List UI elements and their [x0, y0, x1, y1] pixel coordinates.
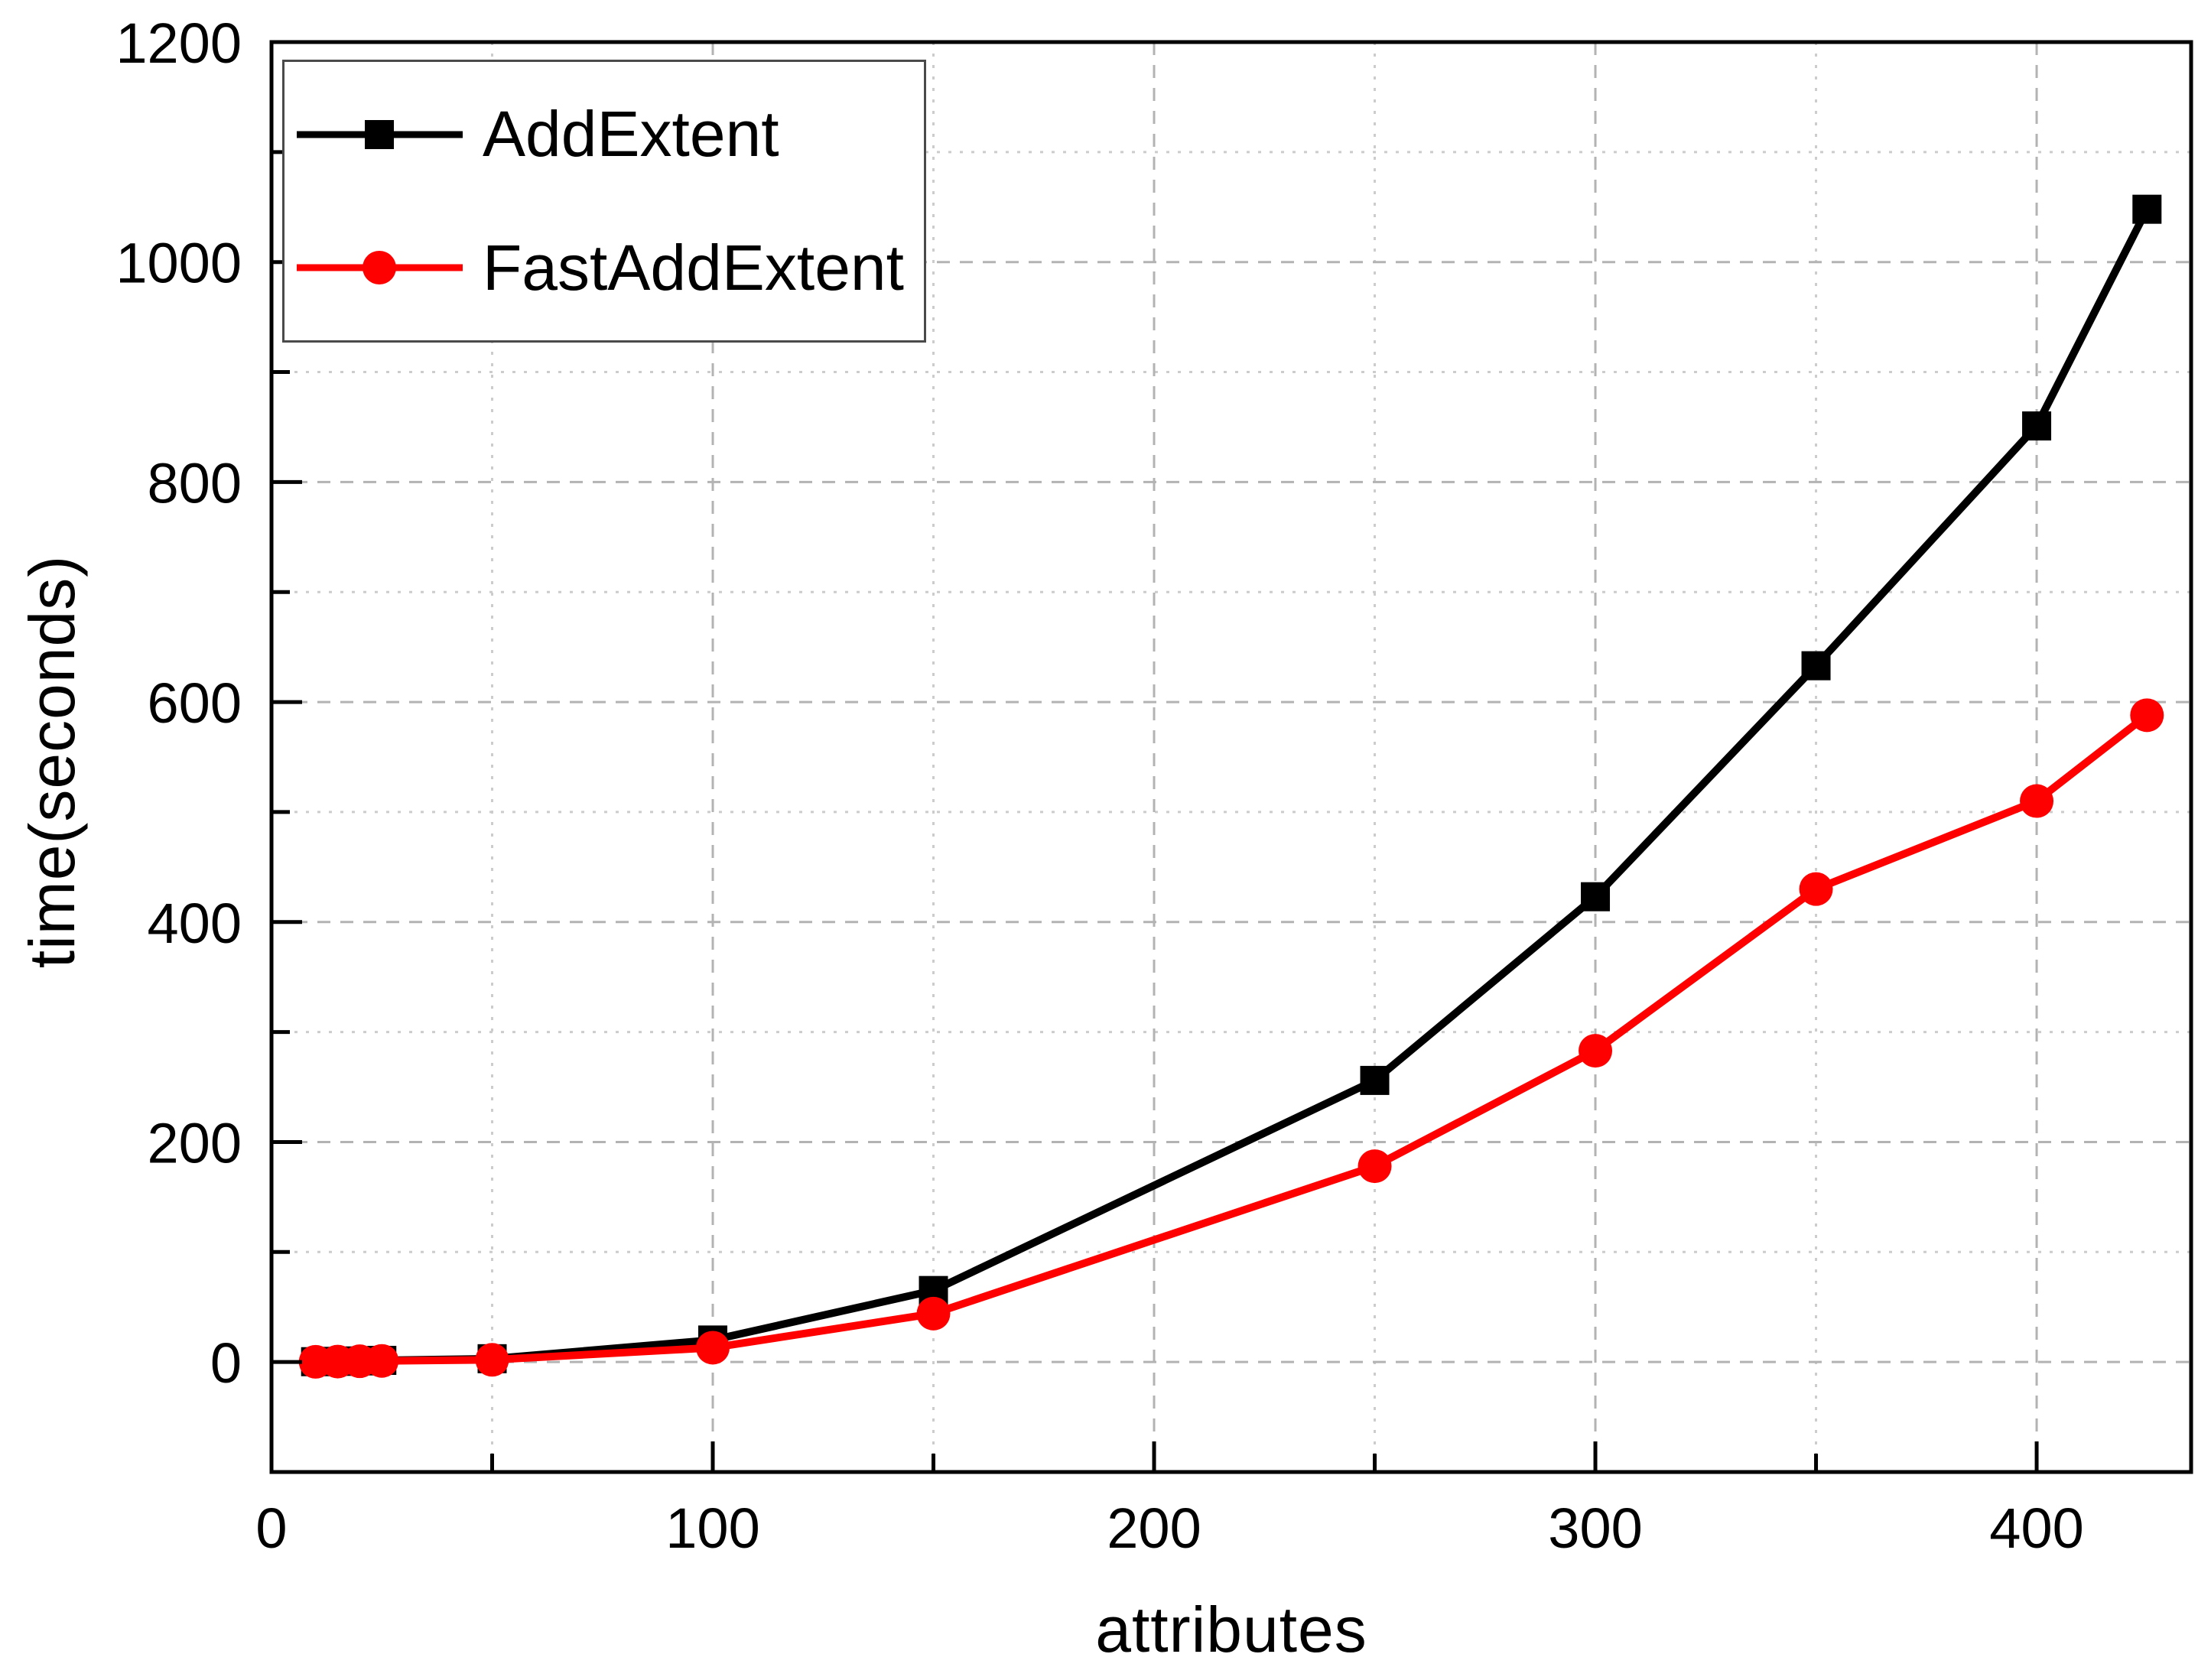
y-axis-title: time(seconds)	[16, 554, 88, 969]
svg-text:300: 300	[1548, 1496, 1642, 1560]
svg-text:0: 0	[210, 1331, 242, 1395]
addextent-line-sample	[294, 99, 466, 171]
svg-text:1200: 1200	[115, 11, 242, 75]
svg-text:100: 100	[665, 1496, 759, 1560]
svg-text:0: 0	[255, 1496, 287, 1560]
legend-label-addextent: AddExtent	[483, 98, 779, 171]
legend-label-fastaddextent: FastAddExtent	[483, 231, 904, 304]
legend-box: AddExtent FastAddExtent	[282, 60, 926, 343]
svg-text:200: 200	[1107, 1496, 1201, 1560]
svg-text:200: 200	[148, 1111, 242, 1175]
fastaddextent-line-sample	[294, 232, 466, 304]
legend-item-addextent: AddExtent	[285, 73, 924, 196]
x-axis-title: attributes	[1095, 1594, 1367, 1665]
svg-text:800: 800	[148, 451, 242, 515]
svg-text:400: 400	[148, 892, 242, 955]
svg-text:400: 400	[1989, 1496, 2083, 1560]
svg-text:1000: 1000	[115, 232, 242, 295]
svg-text:600: 600	[148, 671, 242, 735]
legend-item-fastaddextent: FastAddExtent	[285, 206, 924, 329]
